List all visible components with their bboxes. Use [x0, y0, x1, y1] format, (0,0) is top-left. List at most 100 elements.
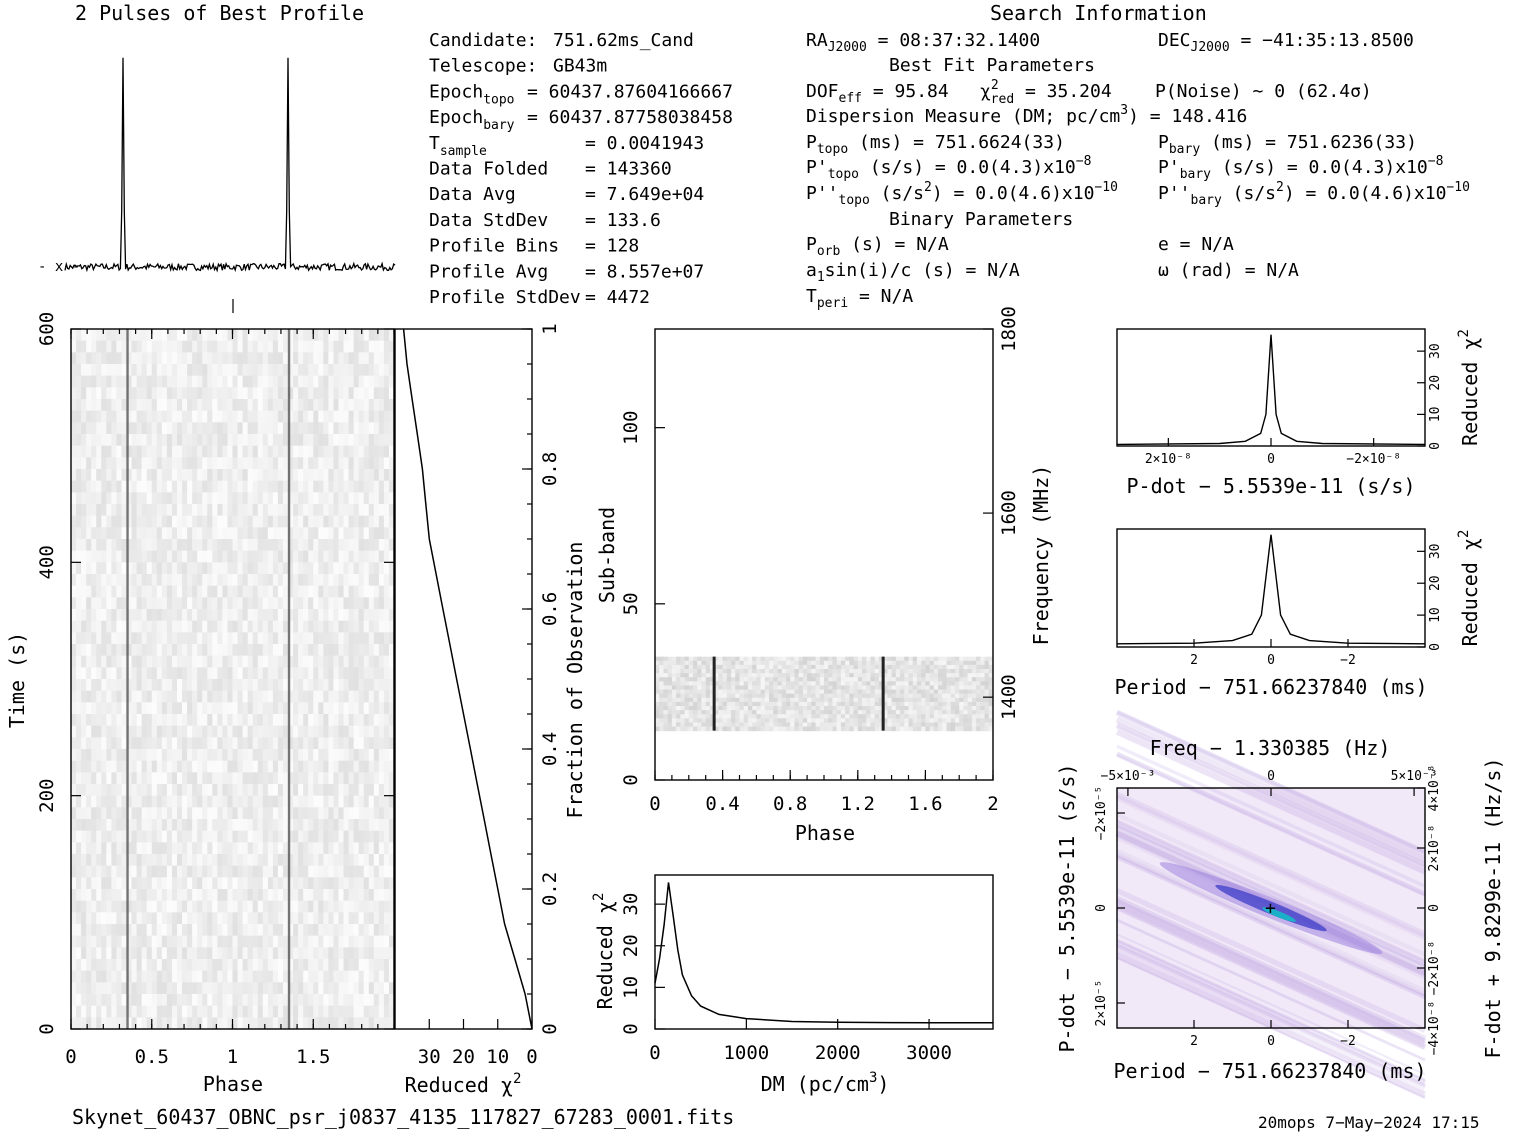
pixel	[272, 399, 279, 412]
pixel	[333, 935, 339, 948]
pixel	[242, 889, 249, 902]
pixel	[121, 970, 128, 983]
pixel	[358, 632, 365, 645]
pixel	[722, 689, 728, 695]
pixel	[151, 702, 158, 715]
pixel	[743, 697, 749, 703]
pixel	[86, 947, 92, 960]
pixel	[802, 660, 808, 666]
pixel	[883, 660, 888, 666]
pixel	[237, 854, 244, 867]
pixel	[126, 679, 133, 692]
pixel	[131, 375, 138, 388]
pixel	[752, 689, 757, 695]
pixel	[192, 375, 198, 388]
pixel	[333, 994, 339, 1007]
pixel	[756, 701, 762, 707]
pixel	[141, 959, 148, 972]
pixel	[348, 539, 355, 552]
pixel	[388, 959, 395, 972]
pixel	[688, 664, 694, 670]
pixel	[722, 664, 728, 670]
pixel	[925, 664, 931, 670]
pixel	[714, 697, 719, 703]
pixel	[667, 685, 673, 691]
pixel	[343, 830, 350, 843]
pixel	[121, 795, 128, 808]
pixel	[308, 807, 314, 820]
pixel	[166, 550, 173, 563]
pixel	[96, 690, 102, 703]
pixel	[313, 679, 319, 692]
pixel	[187, 329, 193, 342]
pixel	[192, 364, 198, 377]
pixel	[378, 819, 385, 832]
pixel	[308, 644, 314, 657]
pixel	[743, 685, 749, 691]
pixel	[358, 352, 365, 365]
pixel	[857, 693, 863, 699]
pixel	[267, 807, 274, 820]
pixel	[146, 760, 153, 773]
pixel	[197, 679, 203, 692]
pixel	[106, 527, 112, 540]
pixel	[663, 701, 669, 707]
pixel	[714, 685, 719, 691]
pixel	[323, 889, 329, 902]
pixel	[101, 340, 107, 353]
pixel	[984, 664, 990, 670]
pixel	[693, 697, 698, 703]
pixel	[333, 772, 339, 785]
pixel	[156, 539, 163, 552]
pixel	[232, 585, 239, 598]
pixel	[176, 679, 183, 692]
pixel	[338, 795, 345, 808]
pixel	[222, 842, 228, 855]
pixel	[146, 655, 153, 668]
pixel	[363, 819, 370, 832]
pixel	[237, 620, 244, 633]
pixel	[313, 889, 319, 902]
pixel	[870, 685, 876, 691]
pixel	[217, 620, 223, 633]
pixel	[192, 1017, 198, 1030]
pixel	[388, 865, 395, 878]
pixel	[111, 912, 117, 925]
pixel	[151, 562, 158, 575]
pixel	[227, 982, 233, 995]
y-tick-label: 0.8	[539, 452, 561, 486]
pixel	[328, 702, 334, 715]
pixel	[202, 644, 208, 657]
pixel	[151, 574, 158, 587]
pixel	[388, 749, 395, 762]
pixel	[262, 795, 269, 808]
pixel	[298, 387, 304, 400]
chi2-value: = 35.204	[1025, 81, 1112, 102]
pixel	[267, 667, 274, 680]
pixel	[303, 364, 309, 377]
pixel	[722, 693, 728, 699]
pixel	[146, 480, 153, 493]
pixel	[71, 819, 77, 832]
pixel	[726, 677, 732, 682]
pixel	[348, 375, 355, 388]
pbary-label: Pbary (ms) = 751.6236(33)	[1158, 132, 1417, 157]
pixel	[938, 681, 943, 686]
pixel	[151, 515, 158, 528]
pixel	[227, 994, 233, 1007]
pixel	[71, 504, 77, 517]
pixel	[378, 865, 385, 878]
pixel	[277, 352, 284, 365]
pixel	[378, 410, 385, 423]
pixel	[866, 660, 871, 666]
pixel	[288, 515, 294, 528]
pixel	[705, 693, 711, 699]
pixel	[303, 620, 309, 633]
pixel	[101, 574, 107, 587]
pixel	[373, 644, 380, 657]
pixel	[773, 669, 779, 674]
pixel	[811, 689, 817, 695]
pixel	[348, 434, 355, 447]
pixel	[267, 1005, 274, 1018]
pixel	[908, 669, 914, 674]
